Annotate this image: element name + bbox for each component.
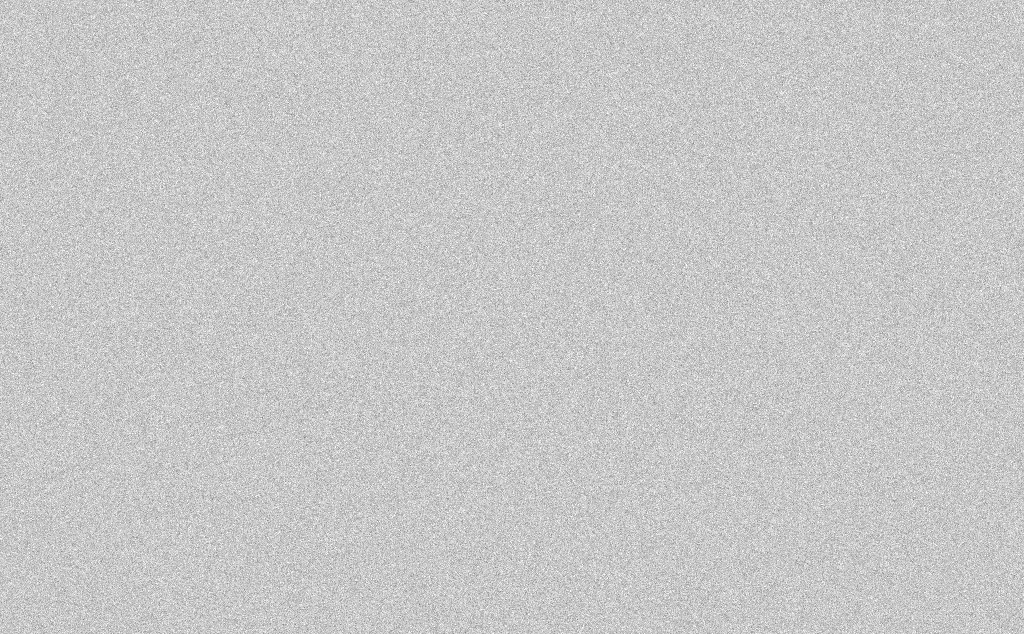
Point — [631, 300, 647, 310]
Point — [552, 370, 568, 380]
Point — [720, 300, 736, 310]
Point — [115, 469, 131, 479]
Point — [776, 269, 793, 279]
Point — [182, 437, 199, 447]
Point — [215, 304, 231, 314]
Point — [294, 370, 310, 380]
Y-axis label: Temperatura (°C): Temperatura (°C) — [15, 264, 29, 385]
Point — [821, 323, 838, 333]
Point — [586, 332, 602, 342]
Point — [698, 218, 715, 228]
Point — [496, 257, 512, 268]
Point — [316, 370, 333, 380]
Point — [833, 320, 849, 330]
Point — [866, 390, 883, 400]
Legend: ·2017, Anni precedenti, Media attesa: ·2017, Anni precedenti, Media attesa — [844, 97, 1002, 165]
Point — [260, 292, 276, 302]
Point — [620, 296, 636, 306]
Point — [665, 245, 681, 256]
Point — [642, 300, 658, 310]
Point — [160, 406, 176, 416]
Point — [945, 230, 962, 240]
Point — [451, 469, 467, 479]
Point — [709, 328, 725, 338]
Point — [742, 296, 759, 306]
Point — [395, 422, 412, 432]
Point — [283, 437, 299, 447]
Point — [978, 202, 994, 212]
Point — [92, 386, 109, 396]
Point — [148, 339, 165, 349]
Point — [923, 382, 939, 392]
Point — [238, 300, 254, 310]
Point — [878, 245, 894, 256]
Point — [507, 300, 523, 310]
Point — [608, 406, 625, 416]
Title: CAVALESE
TEMPERATURE MEDIE
DICEMBRE: CAVALESE TEMPERATURE MEDIE DICEMBRE — [429, 15, 646, 83]
Point — [473, 273, 489, 283]
Point — [339, 398, 355, 408]
Point — [541, 276, 557, 287]
Point — [126, 276, 142, 287]
Point — [373, 355, 389, 365]
Point — [407, 351, 423, 361]
Point — [765, 261, 781, 271]
Point — [429, 359, 445, 369]
Point — [844, 359, 860, 369]
Point — [171, 406, 187, 416]
Point — [731, 304, 748, 314]
Point — [418, 425, 434, 436]
Point — [271, 292, 288, 302]
Point — [384, 417, 400, 427]
Point — [787, 296, 804, 306]
Point — [889, 308, 905, 318]
Point — [361, 261, 378, 271]
Point — [900, 359, 916, 369]
Point — [440, 363, 457, 373]
Point — [911, 449, 928, 459]
Point — [956, 242, 973, 252]
Point — [563, 339, 580, 349]
Point — [518, 296, 535, 306]
Point — [597, 339, 613, 349]
Point — [226, 456, 243, 467]
Point — [653, 242, 670, 252]
Point — [137, 288, 154, 299]
Point — [193, 335, 209, 346]
Point — [574, 339, 591, 349]
Point — [70, 281, 86, 291]
Point — [810, 332, 826, 342]
Point — [204, 366, 220, 377]
Point — [754, 323, 770, 333]
Point — [103, 335, 120, 346]
Point — [989, 375, 1006, 385]
Point — [855, 437, 871, 447]
Point — [934, 285, 950, 295]
Point — [462, 214, 478, 224]
Point — [328, 390, 344, 400]
Point — [81, 394, 97, 404]
Point — [350, 386, 367, 396]
Point — [484, 261, 501, 271]
Point — [676, 507, 692, 517]
Point — [687, 285, 703, 295]
Point — [799, 308, 815, 318]
Point — [529, 339, 546, 349]
Point — [249, 316, 265, 326]
X-axis label: Anno: Anno — [518, 604, 557, 619]
Point — [967, 198, 983, 209]
Point — [305, 355, 322, 365]
